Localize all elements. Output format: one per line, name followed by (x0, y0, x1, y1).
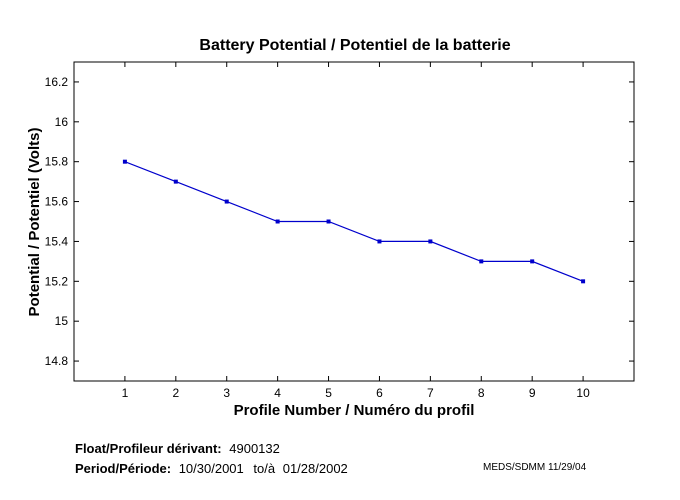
x-tick-label: 9 (529, 386, 536, 400)
x-tick-label: 6 (376, 386, 383, 400)
data-point (530, 259, 535, 264)
y-tick-label: 14.8 (45, 354, 69, 368)
y-tick-label: 16.2 (45, 75, 69, 89)
credit-text: MEDS/SDMM 11/29/04 (483, 462, 587, 473)
data-point (326, 219, 331, 224)
period-start: 10/30/2001 (178, 461, 244, 476)
period-label: Period/Période: (75, 461, 172, 476)
period-info: Period/Période: 10/30/2001 to/à 01/28/20… (75, 461, 348, 476)
x-tick-label: 8 (478, 386, 485, 400)
data-point (224, 199, 229, 204)
period-end: 01/28/2002 (282, 461, 348, 476)
x-tick-label: 3 (223, 386, 230, 400)
x-axis-label: Profile Number / Numéro du profil (234, 402, 475, 419)
x-tick-label: 2 (172, 386, 179, 400)
y-axis-label: Potential / Potentiel (Volts) (26, 128, 43, 317)
data-point (122, 159, 127, 164)
data-point (581, 279, 586, 284)
data-point (428, 239, 433, 244)
x-tick-label: 1 (122, 386, 129, 400)
data-point (173, 179, 178, 184)
plot-area (73, 61, 635, 382)
period-separator: to/à (253, 461, 276, 476)
chart-title: Battery Potential / Potentiel de la batt… (199, 37, 510, 54)
x-axis: 1 2 3 4 5 6 7 8 9 10 (122, 62, 590, 400)
float-value: 4900132 (229, 441, 280, 456)
y-tick-label: 16 (55, 115, 69, 129)
data-point (275, 219, 280, 224)
y-tick-label: 15.6 (45, 195, 69, 209)
float-info: Float/Profileur dérivant: 4900132 (75, 441, 280, 456)
data-point (377, 239, 382, 244)
y-tick-label: 15.2 (45, 274, 69, 288)
x-tick-label: 7 (427, 386, 434, 400)
x-tick-label: 4 (274, 386, 281, 400)
y-tick-label: 15 (55, 314, 69, 328)
x-tick-label: 10 (576, 386, 590, 400)
float-label: Float/Profileur dérivant: (75, 441, 222, 456)
y-tick-label: 15.4 (45, 234, 69, 248)
series-battery-potential (122, 159, 586, 284)
y-tick-label: 15.8 (45, 155, 69, 169)
plot-frame (73, 61, 635, 382)
data-point (479, 259, 484, 264)
series-line (124, 161, 584, 282)
x-tick-label: 5 (325, 386, 332, 400)
y-axis: 14.8 15 15.2 15.4 15.6 15.8 16 16.2 (45, 75, 634, 368)
